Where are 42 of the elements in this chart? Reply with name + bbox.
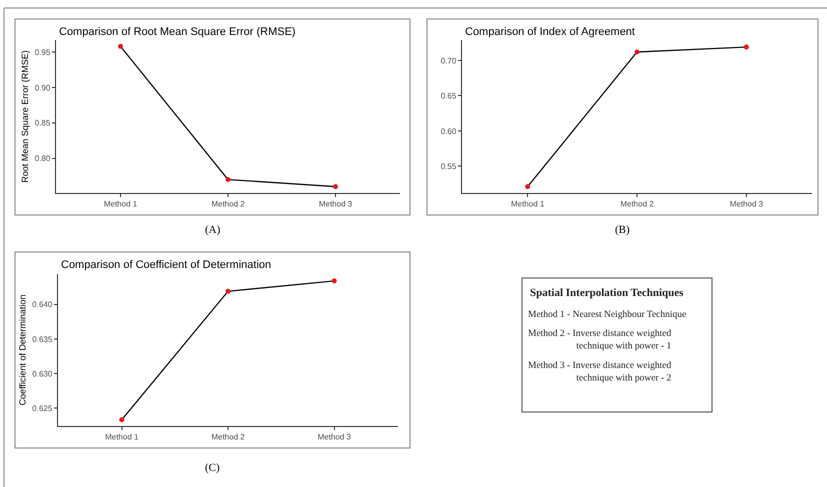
- y-axis-title: Root Mean Square Error (RMSE): [20, 50, 30, 183]
- y-tick-label: 0.80: [34, 154, 51, 164]
- x-tick-label: Method 1: [104, 200, 138, 209]
- y-tick-label: 0.90: [34, 83, 51, 92]
- text: Method 3 - Inverse distance weighted technique with power - 2: [528, 361, 672, 384]
- x-tick-label: Method 1: [105, 432, 139, 442]
- y-tick-label: 0.85: [34, 118, 51, 128]
- point: [744, 44, 749, 50]
- text: (A): [205, 224, 221, 236]
- text: Method 1 - Nearest Neighbour Technique: [528, 310, 686, 320]
- y-tick-label: 0.635: [32, 334, 53, 344]
- x-tick-label: Method 2: [211, 432, 246, 442]
- point: [119, 417, 124, 422]
- x-tick-label: Method 3: [730, 200, 764, 209]
- chart-title: Comparison of Coefficient of Determination: [61, 259, 272, 271]
- y-tick-label: 0.95: [34, 48, 51, 57]
- y-tick-label: 0.640: [32, 300, 53, 310]
- point: [333, 184, 338, 190]
- x-tick-label: Method 3: [318, 200, 353, 209]
- y-tick-label: 0.625: [32, 404, 53, 413]
- text: (B): [615, 224, 630, 236]
- chart-title: Comparison of Root Mean Square Error (RMSE): [59, 26, 296, 38]
- point: [118, 44, 123, 49]
- point: [332, 278, 337, 284]
- y-tick-label: 0.70: [440, 56, 457, 66]
- y-tick-label: 0.630: [32, 369, 53, 378]
- x-tick-label: Method 2: [620, 200, 654, 209]
- text: Spatial Interpolation Techniques: [530, 287, 684, 299]
- y-tick-label: 0.65: [440, 92, 457, 100]
- point: [525, 184, 530, 190]
- chart-title: Comparison of Index of Agreement: [465, 26, 635, 38]
- x-tick-label: Method 3: [318, 432, 352, 442]
- text: Method 2 - Inverse distance weighted technique with power - 1: [528, 329, 672, 352]
- x-tick-label: Method 1: [510, 200, 545, 209]
- point: [226, 288, 230, 294]
- x-tick-label: Method 2: [211, 200, 246, 209]
- point: [226, 177, 230, 182]
- y-axis-title: Coefficient of Determination: [18, 294, 28, 406]
- point: [634, 49, 640, 54]
- y-tick-label: 0.55: [440, 162, 457, 172]
- y-tick-label: 0.60: [440, 126, 457, 136]
- text: (C): [205, 462, 220, 474]
